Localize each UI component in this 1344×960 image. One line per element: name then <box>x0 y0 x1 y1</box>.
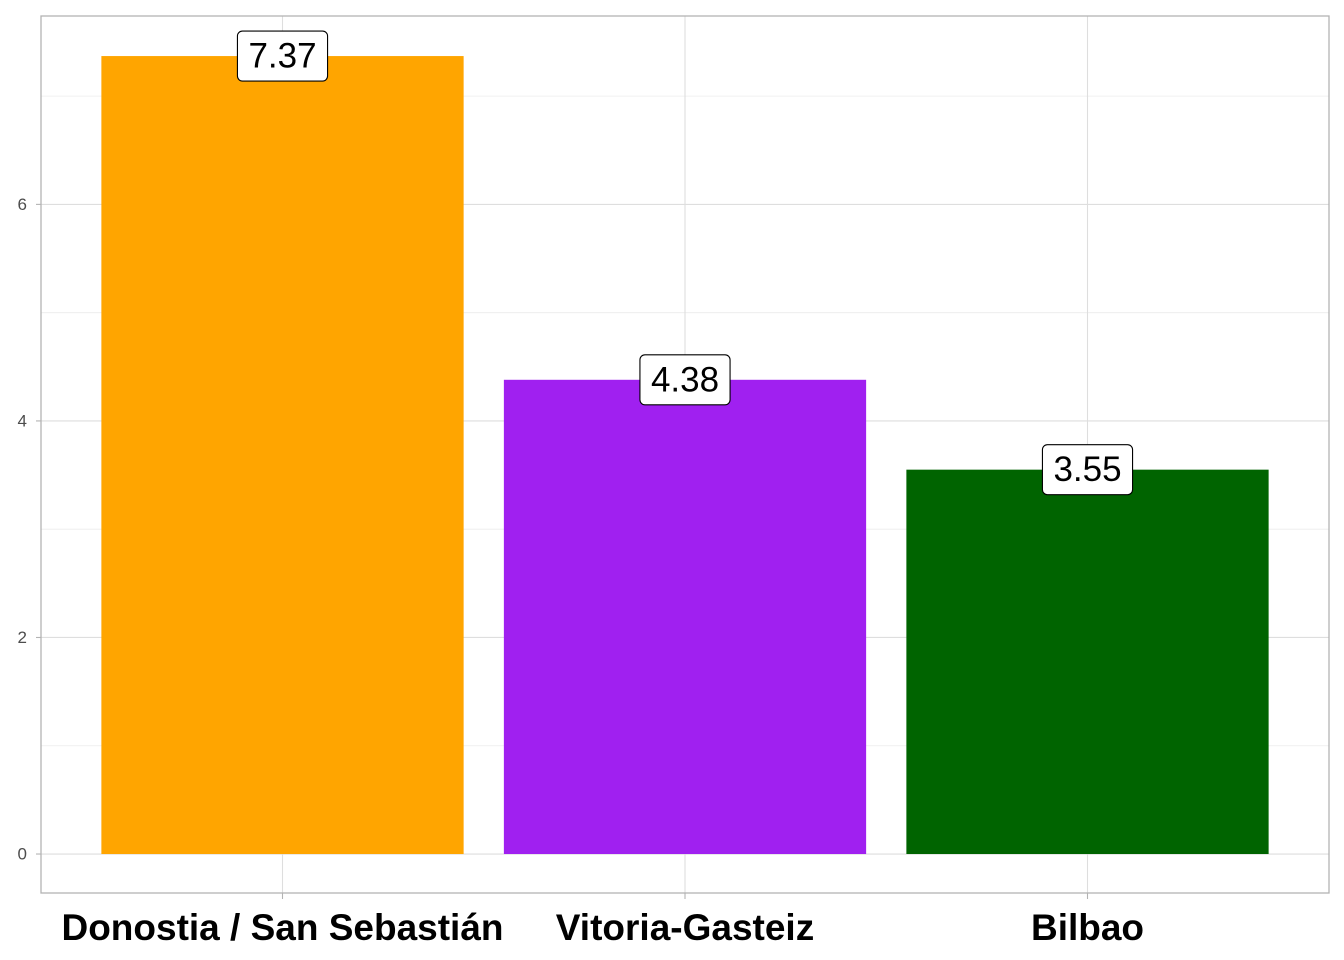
y-tick-label: 0 <box>18 845 27 864</box>
data-label-text: 3.55 <box>1053 450 1121 489</box>
bar <box>503 379 867 855</box>
x-tick-label: Vitoria-Gasteiz <box>556 907 814 948</box>
x-tick-label: Donostia / San Sebastián <box>61 907 503 948</box>
y-tick-label: 4 <box>18 411 27 430</box>
y-tick-label: 6 <box>18 195 27 214</box>
data-labels: 7.37 4.38 3.55 <box>236 30 1134 496</box>
data-label-box <box>639 354 731 406</box>
data-label-box <box>1041 444 1134 496</box>
data-label-text: 4.38 <box>651 360 719 399</box>
data-label: 7.37 <box>236 30 329 82</box>
bar <box>101 56 464 855</box>
bar <box>906 469 1269 855</box>
data-label: 4.38 <box>639 354 731 406</box>
x-tick-label: Bilbao <box>1031 907 1144 948</box>
data-label-text: 7.37 <box>248 37 316 76</box>
axis-ticks <box>36 203 1089 899</box>
data-label-box <box>236 30 329 82</box>
bars <box>101 56 1269 855</box>
y-axis-tick-labels: 0 2 4 6 <box>18 195 27 864</box>
data-label: 3.55 <box>1041 444 1134 496</box>
y-tick-label: 2 <box>18 628 27 647</box>
x-axis-tick-labels: Donostia / San Sebastián Vitoria-Gasteiz B… <box>61 907 1144 948</box>
